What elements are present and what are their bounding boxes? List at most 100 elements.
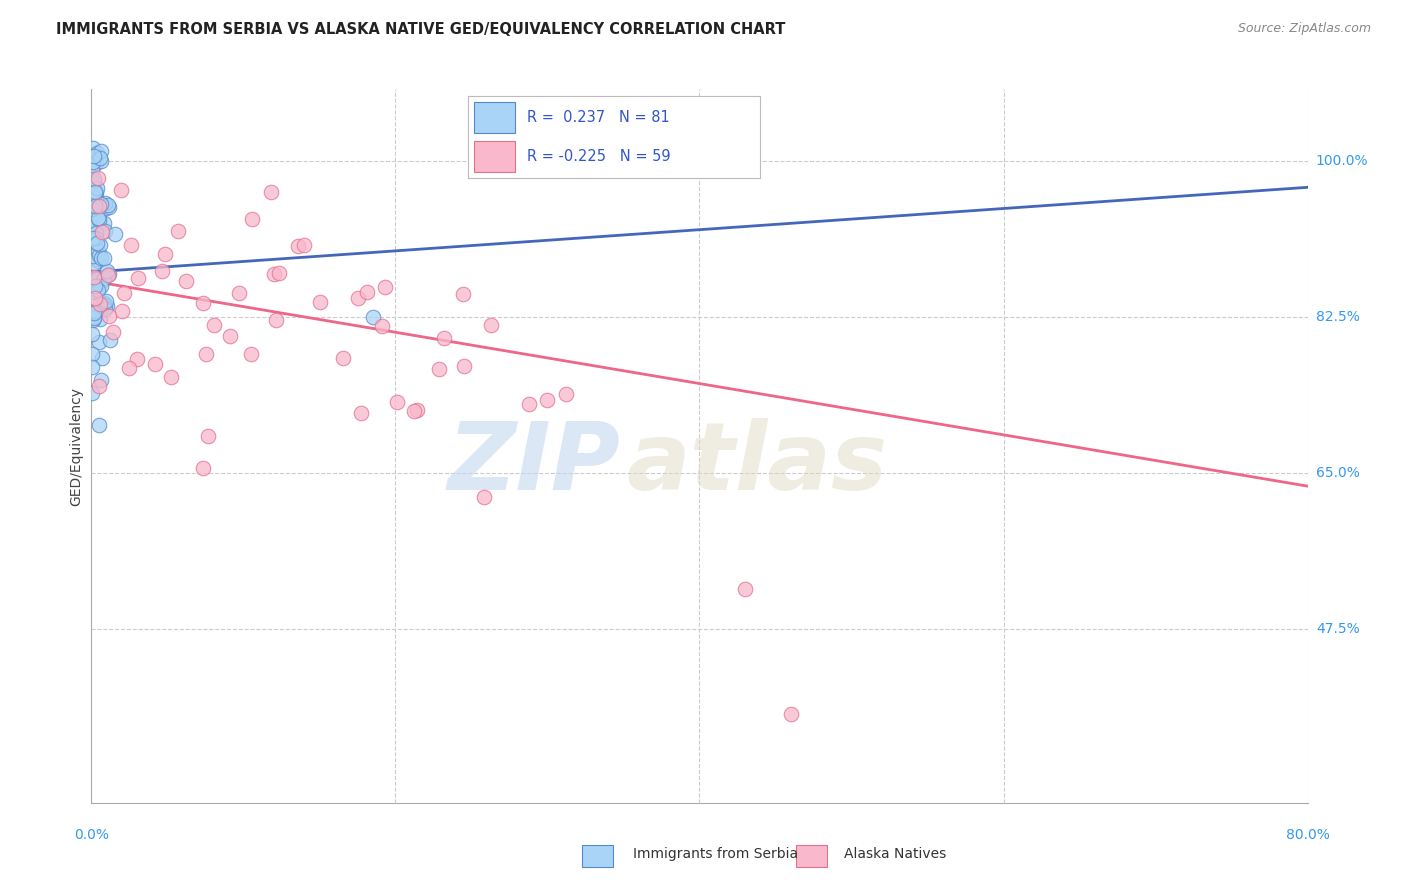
Point bbox=[112, 285, 135, 300]
Point bbox=[80, 386, 103, 401]
Point bbox=[374, 280, 396, 294]
Point bbox=[84, 291, 107, 305]
Point bbox=[89, 297, 111, 311]
Point bbox=[86, 191, 108, 205]
Point bbox=[86, 146, 108, 161]
Point bbox=[83, 304, 105, 318]
Point bbox=[94, 297, 117, 311]
Point bbox=[239, 347, 262, 361]
Point bbox=[87, 199, 110, 213]
Point bbox=[82, 219, 104, 234]
Point bbox=[143, 357, 166, 371]
Point bbox=[472, 490, 495, 504]
Point bbox=[98, 334, 121, 348]
Point bbox=[94, 293, 117, 308]
Point bbox=[150, 264, 173, 278]
Point bbox=[101, 326, 124, 340]
Point bbox=[83, 311, 105, 326]
Point bbox=[82, 248, 104, 262]
Point bbox=[87, 379, 110, 393]
Text: ZIP: ZIP bbox=[447, 417, 620, 510]
Point bbox=[94, 201, 117, 215]
Point bbox=[84, 226, 107, 240]
Point bbox=[264, 312, 287, 326]
Point bbox=[83, 154, 105, 169]
Point bbox=[83, 175, 105, 189]
Point bbox=[240, 211, 263, 226]
Point bbox=[86, 283, 108, 297]
Point bbox=[361, 310, 384, 324]
Text: 0.0%: 0.0% bbox=[75, 828, 108, 842]
Point bbox=[519, 396, 541, 410]
Point bbox=[83, 187, 105, 202]
Point bbox=[83, 306, 105, 320]
Point bbox=[159, 370, 181, 384]
Point bbox=[83, 153, 105, 168]
Point bbox=[86, 285, 108, 300]
Point bbox=[94, 195, 117, 210]
Point bbox=[83, 172, 105, 186]
Point bbox=[80, 285, 103, 300]
Point bbox=[402, 404, 425, 418]
Point bbox=[120, 238, 142, 252]
Point bbox=[82, 326, 104, 341]
Point bbox=[93, 216, 115, 230]
Point bbox=[193, 461, 215, 475]
Point bbox=[350, 406, 373, 420]
Point bbox=[87, 212, 110, 227]
Point bbox=[555, 386, 578, 401]
Text: 82.5%: 82.5% bbox=[1316, 310, 1360, 324]
Point bbox=[91, 297, 114, 311]
Point bbox=[176, 274, 198, 288]
Point bbox=[90, 144, 112, 158]
Point bbox=[86, 185, 108, 199]
Point bbox=[370, 319, 392, 334]
Text: Immigrants from Serbia: Immigrants from Serbia bbox=[633, 847, 797, 861]
Point bbox=[84, 156, 107, 170]
Point bbox=[94, 301, 117, 316]
Point bbox=[90, 251, 112, 265]
Point bbox=[98, 309, 121, 323]
Point bbox=[153, 247, 176, 261]
Point bbox=[90, 196, 112, 211]
Point bbox=[83, 279, 105, 293]
Text: Source: ZipAtlas.com: Source: ZipAtlas.com bbox=[1237, 22, 1371, 36]
Point bbox=[82, 313, 104, 327]
Point bbox=[779, 706, 801, 721]
Point bbox=[96, 264, 118, 278]
Point bbox=[80, 162, 103, 177]
Point bbox=[87, 248, 110, 262]
Point bbox=[356, 285, 378, 300]
Point bbox=[347, 291, 370, 305]
Point bbox=[94, 224, 117, 238]
Point bbox=[127, 271, 149, 285]
Point bbox=[97, 200, 120, 214]
Point bbox=[84, 252, 107, 266]
Point bbox=[219, 329, 242, 343]
Point bbox=[83, 270, 105, 285]
Text: 80.0%: 80.0% bbox=[1285, 828, 1330, 842]
Point bbox=[90, 153, 112, 168]
Point bbox=[89, 237, 111, 252]
Point bbox=[87, 211, 110, 226]
Point bbox=[127, 352, 149, 367]
Point bbox=[90, 373, 112, 387]
Point bbox=[82, 202, 104, 216]
Point bbox=[84, 215, 107, 229]
Y-axis label: GED/Equivalency: GED/Equivalency bbox=[69, 386, 83, 506]
Point bbox=[82, 231, 104, 245]
Point bbox=[453, 359, 475, 373]
Point bbox=[202, 318, 225, 332]
Point bbox=[93, 252, 115, 266]
Point bbox=[86, 271, 108, 285]
Point bbox=[197, 429, 219, 443]
Point bbox=[87, 244, 110, 258]
Point bbox=[166, 223, 188, 237]
Text: 47.5%: 47.5% bbox=[1316, 622, 1360, 636]
Text: atlas: atlas bbox=[627, 417, 887, 510]
Point bbox=[263, 267, 285, 281]
Point bbox=[90, 279, 112, 293]
Point bbox=[83, 310, 105, 324]
Point bbox=[83, 206, 105, 220]
Point bbox=[332, 351, 354, 365]
